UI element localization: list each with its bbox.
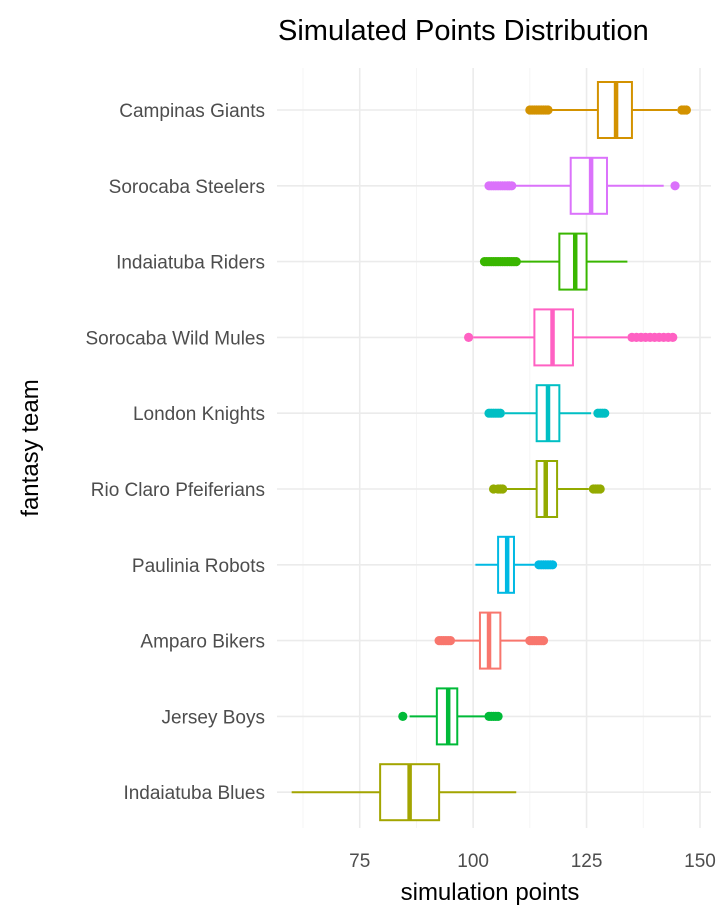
box — [569, 156, 608, 215]
x-axis-ticks: 75 100 125 150 — [349, 851, 716, 872]
outlier-point — [398, 711, 408, 722]
x-tick-label: 125 — [571, 851, 603, 872]
outlier-point — [600, 408, 610, 418]
y-tick-label: Indaiatuba Blues — [123, 783, 265, 804]
y-tick-label: Jersey Boys — [162, 707, 265, 728]
y-tick-label: Amparo Bikers — [140, 632, 265, 653]
y-tick-label: Rio Claro Pfeiferians — [91, 480, 265, 501]
box-group — [291, 763, 517, 822]
outlier-point — [547, 560, 558, 570]
outlier-point — [668, 332, 678, 342]
outlier-point — [464, 332, 474, 342]
box-group — [525, 81, 691, 139]
x-tick-label: 75 — [349, 851, 370, 872]
y-axis-ticks: Campinas Giants Sorocaba Steelers Indaiatu… — [85, 101, 265, 804]
chart-title: Simulated Points Distribution — [278, 15, 649, 47]
outlier-point — [507, 181, 517, 191]
y-tick-label: Sorocaba Wild Mules — [85, 328, 265, 349]
box — [558, 232, 588, 291]
box-group — [398, 687, 503, 746]
box-group — [488, 460, 605, 518]
y-tick-label: Sorocaba Steelers — [109, 177, 265, 198]
box-group — [475, 535, 558, 594]
box-group — [484, 384, 610, 443]
outlier-point — [595, 484, 605, 494]
box-group — [464, 308, 678, 367]
x-tick-label: 100 — [457, 851, 489, 872]
x-axis-title: simulation points — [401, 879, 580, 906]
y-axis-title: fantasy team — [17, 379, 44, 516]
y-tick-label: Paulinia Robots — [132, 556, 265, 577]
outlier-point — [511, 257, 521, 267]
box-group — [484, 156, 680, 215]
outlier-point — [498, 484, 508, 494]
y-tick-label: Indaiatuba Riders — [116, 253, 265, 274]
outlier-point — [543, 105, 553, 115]
box-group — [434, 611, 549, 670]
outlier-point — [538, 636, 549, 646]
y-tick-label: London Knights — [133, 404, 265, 425]
outlier-point — [681, 105, 691, 115]
box-group — [479, 232, 628, 291]
outlier-point — [493, 711, 503, 722]
outlier-point — [670, 181, 680, 191]
outlier-point — [495, 408, 505, 418]
y-tick-label: Campinas Giants — [119, 101, 265, 122]
x-tick-label: 150 — [684, 851, 716, 872]
outlier-point — [445, 636, 456, 646]
plot-marks — [291, 81, 691, 822]
